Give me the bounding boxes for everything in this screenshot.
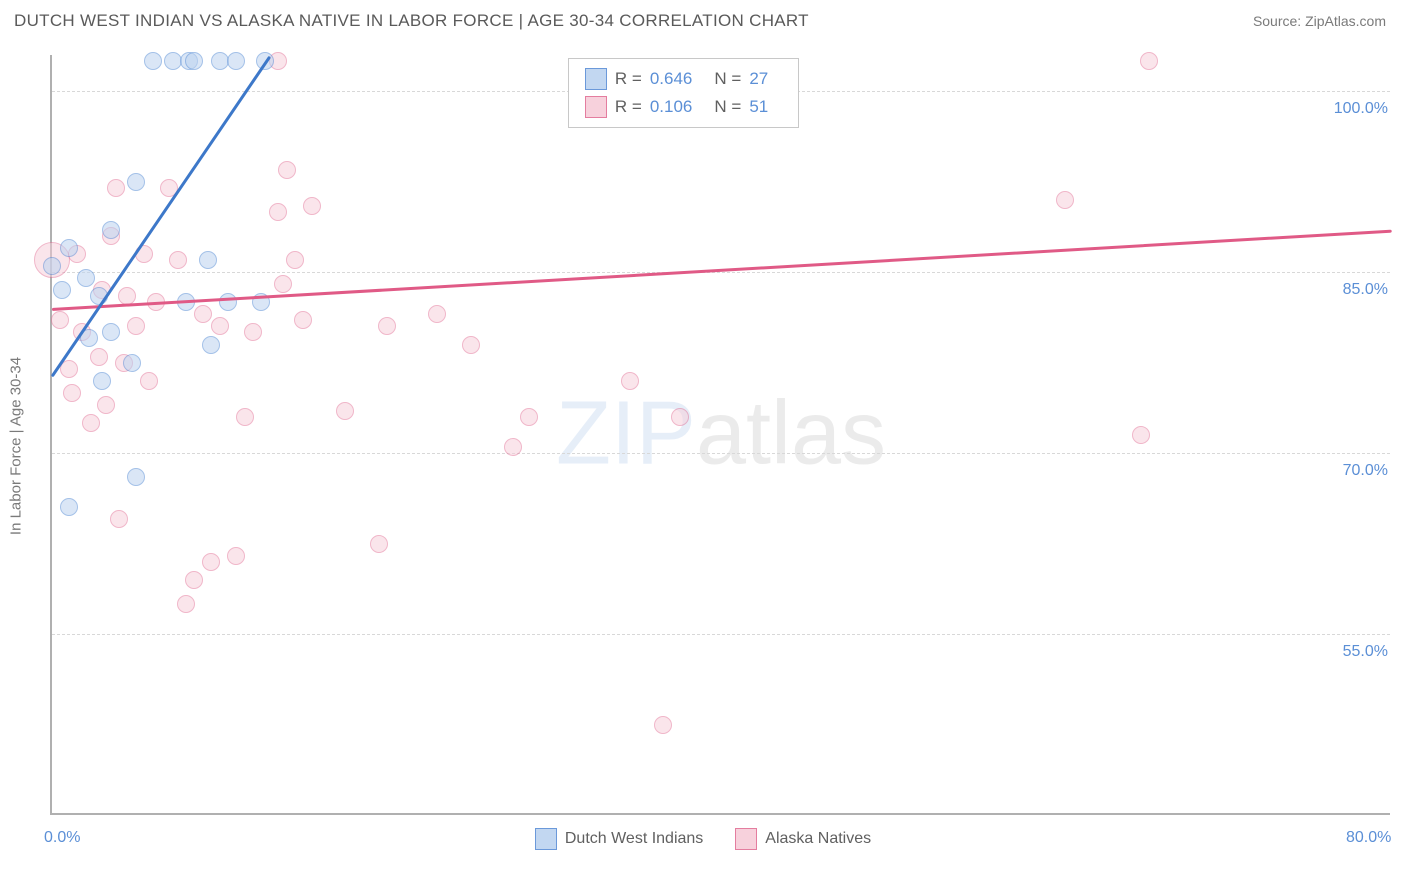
data-point [244,323,262,341]
chart-title: DUTCH WEST INDIAN VS ALASKA NATIVE IN LA… [14,11,809,31]
data-point [169,251,187,269]
data-point [336,402,354,420]
data-point [202,553,220,571]
data-point [236,408,254,426]
data-point [53,281,71,299]
legend-swatch [535,828,557,850]
data-point [123,354,141,372]
data-point [219,293,237,311]
legend-item: Dutch West Indians [535,828,703,850]
data-point [90,348,108,366]
stat-r-value: 0.646 [650,69,693,89]
stat-n-label: N = [714,97,741,117]
data-point [211,317,229,335]
data-point [127,468,145,486]
x-tick-label: 80.0% [1346,829,1391,847]
data-point [671,408,689,426]
data-point [51,311,69,329]
series-swatch [585,68,607,90]
data-point [60,498,78,516]
series-swatch [585,96,607,118]
data-point [60,239,78,257]
data-point [185,571,203,589]
legend-label: Dutch West Indians [565,830,703,848]
data-point [1132,426,1150,444]
data-point [102,221,120,239]
data-point [127,317,145,335]
y-tick-label: 70.0% [1339,462,1392,480]
x-tick-label: 0.0% [44,829,80,847]
data-point [202,336,220,354]
data-point [194,305,212,323]
gridline [52,634,1390,635]
data-point [199,251,217,269]
data-point [654,716,672,734]
data-point [274,275,292,293]
data-point [177,595,195,613]
data-point [63,384,81,402]
data-point [227,547,245,565]
data-point [1056,191,1074,209]
data-point [520,408,538,426]
data-point [140,372,158,390]
trend-line [51,56,271,377]
legend-label: Alaska Natives [765,830,871,848]
chart-header: DUTCH WEST INDIAN VS ALASKA NATIVE IN LA… [0,0,1406,42]
data-point [303,197,321,215]
data-point [127,173,145,191]
data-point [107,179,125,197]
data-point [269,203,287,221]
chart-legend: Dutch West Indians Alaska Natives [0,828,1406,850]
stat-r-label: R = [615,69,642,89]
data-point [227,52,245,70]
data-point [286,251,304,269]
data-point [1140,52,1158,70]
data-point [370,535,388,553]
stat-n-value: 27 [749,69,768,89]
data-point [621,372,639,390]
data-point [504,438,522,456]
data-point [378,317,396,335]
data-point [110,510,128,528]
data-point [185,52,203,70]
data-point [43,257,61,275]
y-tick-label: 100.0% [1330,100,1392,118]
y-tick-label: 55.0% [1339,643,1392,661]
stat-n-value: 51 [749,97,768,117]
gridline [52,272,1390,273]
y-tick-label: 85.0% [1339,281,1392,299]
stat-n-label: N = [714,69,741,89]
stats-row: R = 0.646 N = 27 [585,65,782,93]
legend-swatch [735,828,757,850]
data-point [102,323,120,341]
data-point [93,372,111,390]
gridline [52,453,1390,454]
data-point [428,305,446,323]
data-point [294,311,312,329]
data-point [144,52,162,70]
stat-r-label: R = [615,97,642,117]
correlation-stats-box: R = 0.646 N = 27 R = 0.106 N = 51 [568,58,799,128]
data-point [164,52,182,70]
watermark: ZIPatlas [556,383,886,486]
chart-source: Source: ZipAtlas.com [1253,13,1386,29]
data-point [82,414,100,432]
data-point [97,396,115,414]
trend-line [52,230,1392,311]
scatter-plot: ZIPatlas 100.0% 85.0% 70.0% 55.0% R = 0.646 N … [50,55,1390,815]
stat-r-value: 0.106 [650,97,693,117]
data-point [211,52,229,70]
data-point [462,336,480,354]
legend-item: Alaska Natives [735,828,871,850]
data-point [77,269,95,287]
y-axis-label: In Labor Force | Age 30-34 [8,357,25,535]
data-point [278,161,296,179]
stats-row: R = 0.106 N = 51 [585,93,782,121]
